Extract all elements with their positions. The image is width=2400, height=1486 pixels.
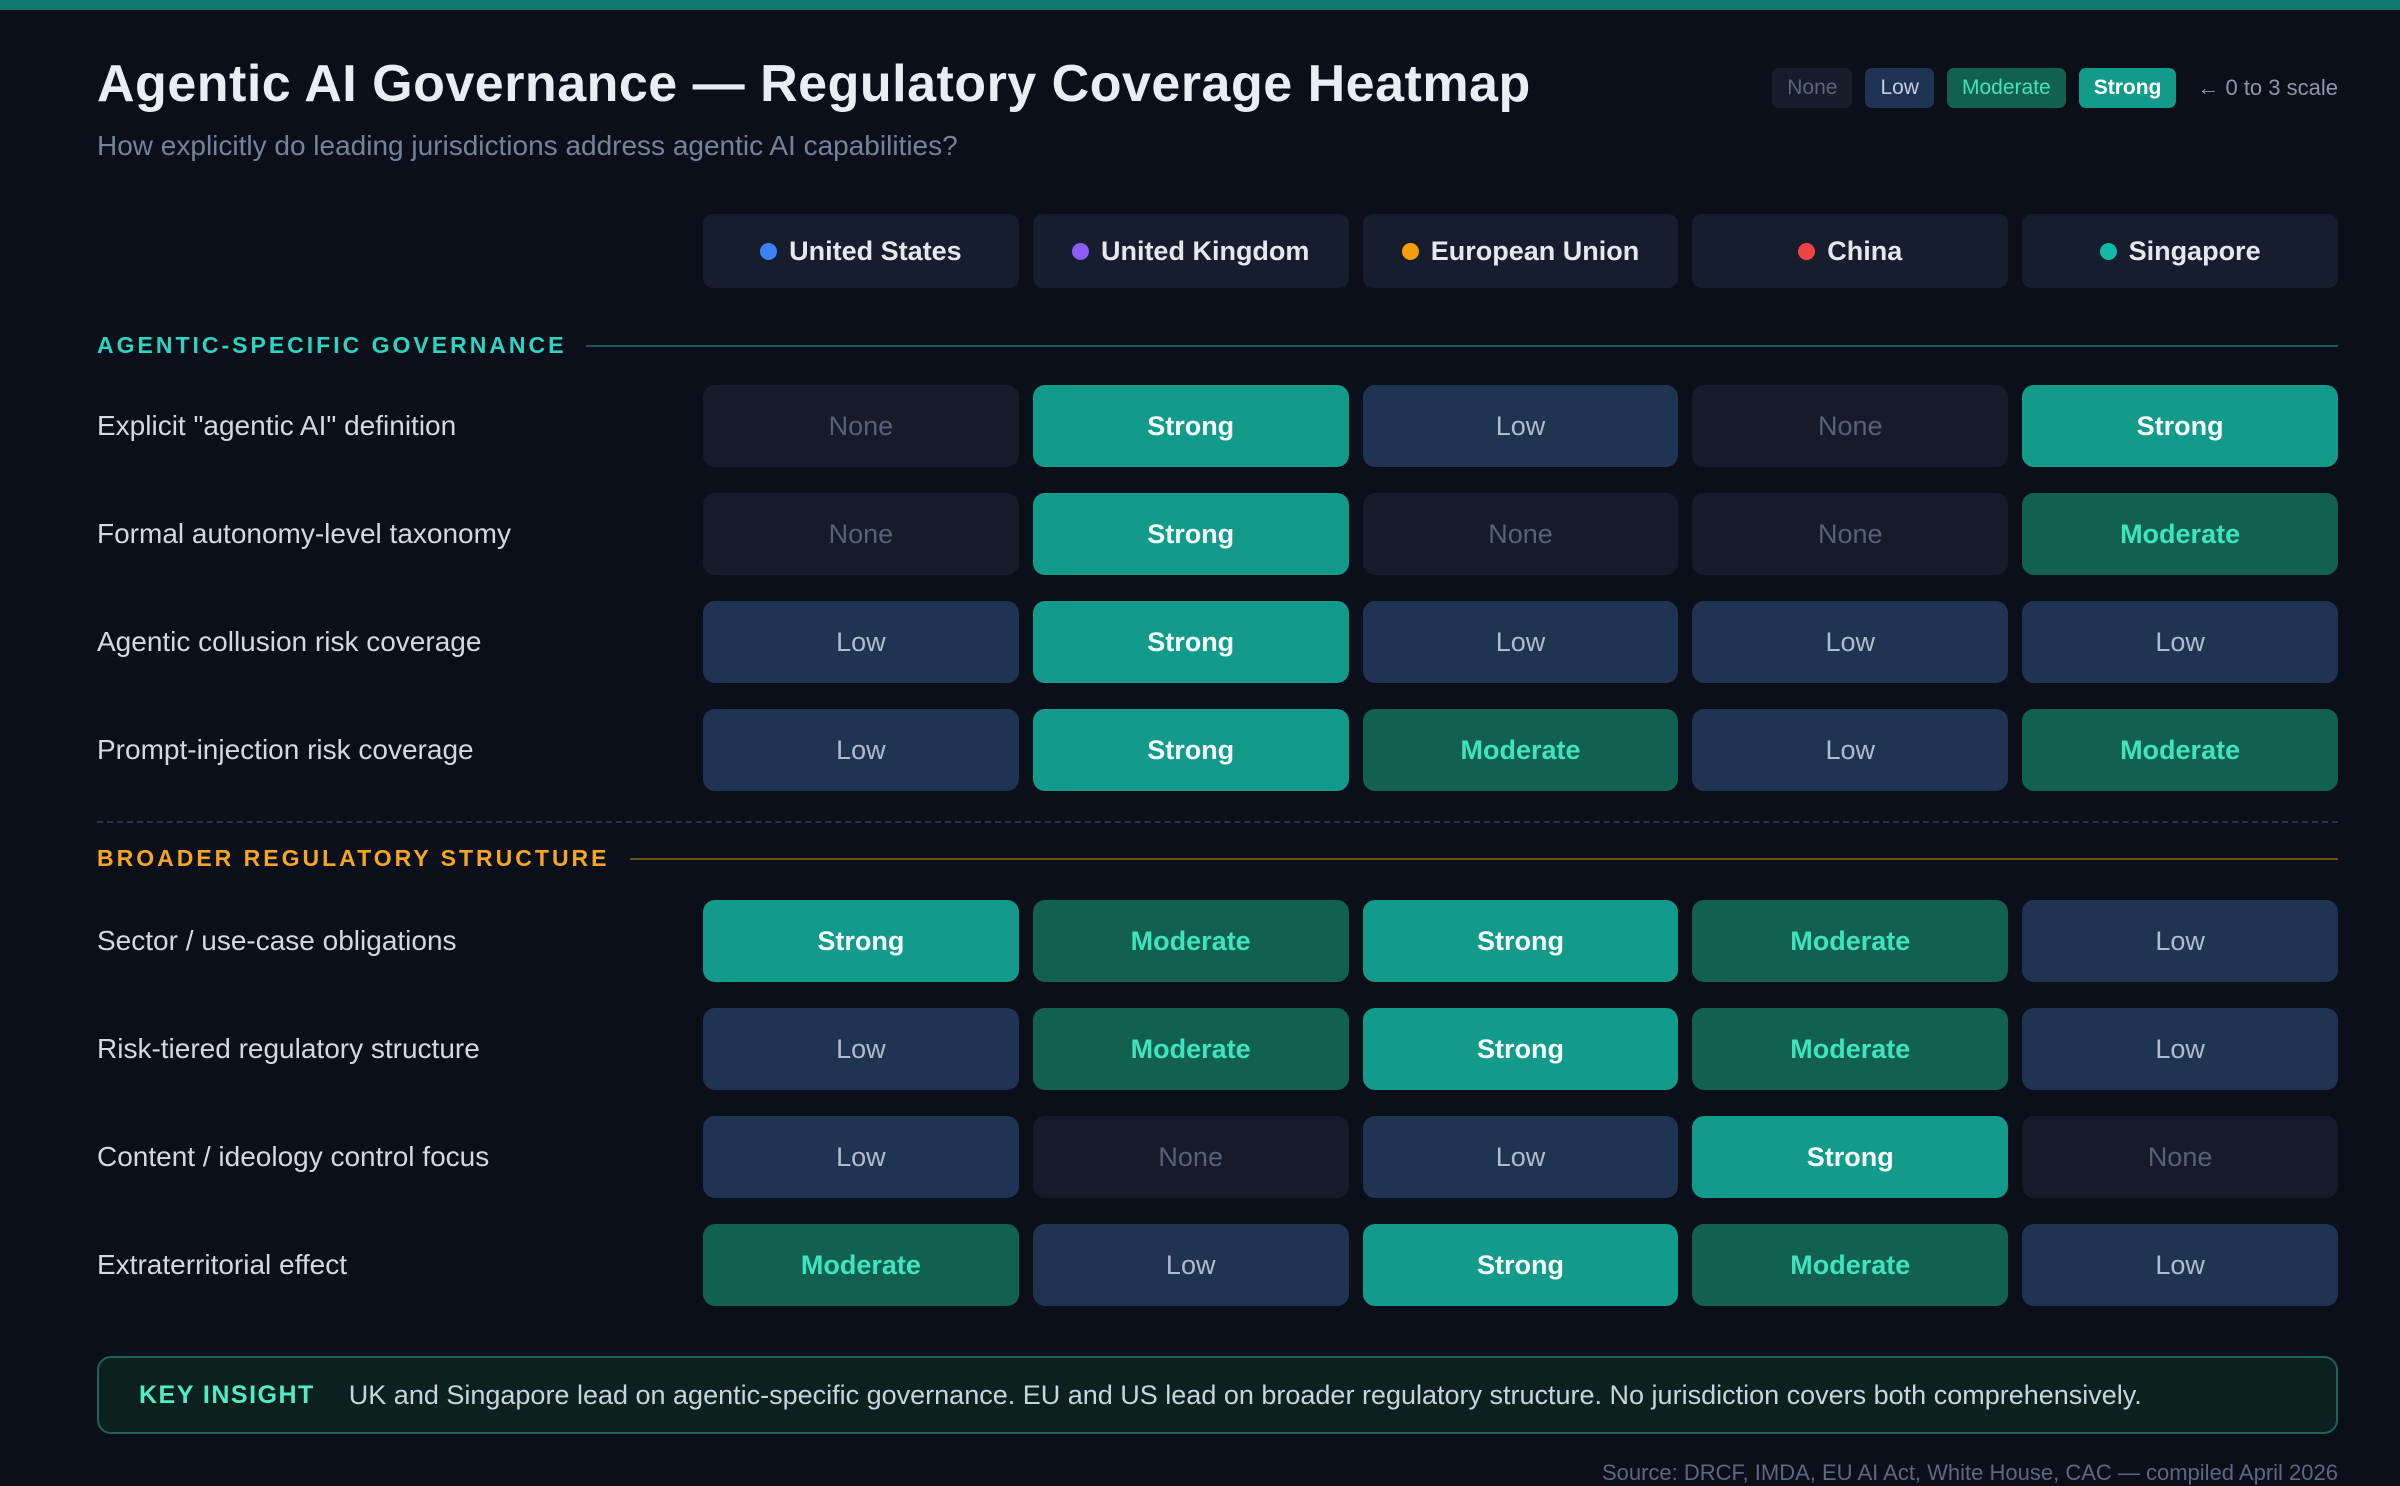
page-container: Agentic AI Governance — Regulatory Cover… [0, 54, 2400, 1486]
legend-chip-none: None [1772, 68, 1853, 108]
legend-chip-moderate: Moderate [1946, 68, 2066, 108]
row-label: Agentic collusion risk coverage [97, 626, 482, 657]
row-label: Risk-tiered regulatory structure [97, 1033, 480, 1064]
heatmap-cell-none: None [1692, 385, 2009, 467]
section-agentic-specific-governance: AGENTIC-SPECIFIC GOVERNANCE Explicit "ag… [97, 332, 2338, 791]
section-rule [586, 344, 2338, 347]
matrix-section-1: Explicit "agentic AI" definition None Stro… [97, 385, 2338, 791]
top-accent-bar [0, 0, 2400, 10]
heatmap-cell-strong: Strong [1032, 493, 1349, 575]
heatmap-cell-moderate: Moderate [1692, 1224, 2009, 1306]
row-label: Sector / use-case obligations [97, 925, 457, 956]
matrix-row: Risk-tiered regulatory structure Low Moder… [97, 1008, 2338, 1090]
heatmap-cell-low: Low [1692, 601, 2009, 683]
jurisdiction-dot-icon [1071, 242, 1089, 260]
matrix-row: Prompt-injection risk coverage Low Strong M… [97, 709, 2338, 791]
heatmap-cell-low: Low [2022, 1008, 2338, 1090]
jurisdiction-dot-icon [1401, 242, 1419, 260]
heatmap-cell-low: Low [1032, 1224, 1349, 1306]
legend-chip-low: Low [1865, 68, 1934, 108]
heatmap-cell-low: Low [703, 601, 1019, 683]
matrix-row: Sector / use-case obligations Strong Moder… [97, 900, 2338, 982]
heatmap-cell-low: Low [703, 1116, 1019, 1198]
heatmap-cell-strong: Strong [703, 900, 1019, 982]
heatmap-cell-low: Low [703, 1008, 1019, 1090]
jurisdiction-label: United Kingdom [1100, 235, 1310, 266]
heatmap-cell-strong: Strong [1032, 601, 1349, 683]
heatmap-cell-moderate: Moderate [1692, 1008, 2009, 1090]
matrix-section-2: Sector / use-case obligations Strong Moder… [97, 900, 2338, 1306]
heatmap-cell-strong: Strong [1032, 709, 1349, 791]
jurisdiction-header-united-states: United States [703, 214, 1019, 288]
heatmap-cell-strong: Strong [2022, 385, 2338, 467]
heatmap-cell-moderate: Moderate [1032, 900, 1349, 982]
section-broader-regulatory-structure: BROADER REGULATORY STRUCTURE Sector / us… [97, 845, 2338, 1306]
jurisdiction-label: China [1827, 235, 1903, 266]
jurisdiction-dot-icon [2099, 242, 2117, 260]
jurisdiction-label: Singapore [2128, 235, 2261, 266]
heatmap-cell-strong: Strong [1032, 385, 1349, 467]
heatmap-cell-strong: Strong [1362, 1224, 1679, 1306]
jurisdiction-label: United States [789, 235, 962, 266]
heatmap-cell-low: Low [2022, 900, 2338, 982]
heatmap-cell-moderate: Moderate [2022, 709, 2338, 791]
key-insight-text: UK and Singapore lead on agentic-specifi… [348, 1379, 2142, 1410]
heatmap-cell-moderate: Moderate [703, 1224, 1019, 1306]
key-insight-label: KEY INSIGHT [139, 1380, 315, 1409]
heatmap-cell-strong: Strong [1362, 1008, 1679, 1090]
section-title: AGENTIC-SPECIFIC GOVERNANCE [97, 332, 567, 358]
matrix-row: Agentic collusion risk coverage Low Strong… [97, 601, 2338, 683]
heatmap-cell-low: Low [1362, 601, 1679, 683]
row-label: Content / ideology control focus [97, 1141, 490, 1172]
row-label: Prompt-injection risk coverage [97, 734, 474, 765]
jurisdiction-header-row: United States United Kingdom European Un… [97, 214, 2338, 288]
page-header: Agentic AI Governance — Regulatory Cover… [97, 54, 2338, 162]
row-label: Formal autonomy-level taxonomy [97, 518, 511, 549]
legend: None Low Moderate Strong ← 0 to 3 scale [1772, 68, 2338, 108]
heatmap-cell-moderate: Moderate [1362, 709, 1679, 791]
title-block: Agentic AI Governance — Regulatory Cover… [97, 54, 1531, 162]
page-title: Agentic AI Governance — Regulatory Cover… [97, 55, 1531, 113]
jurisdiction-dot-icon [1798, 242, 1816, 260]
jurisdiction-header-united-kingdom: United Kingdom [1032, 214, 1349, 288]
legend-scale-note: ← 0 to 3 scale [2197, 75, 2338, 100]
heatmap-cell-none: None [703, 493, 1019, 575]
jurisdiction-dot-icon [760, 242, 778, 260]
matrix-row: Explicit "agentic AI" definition None Stro… [97, 385, 2338, 467]
jurisdiction-label: European Union [1430, 235, 1640, 266]
heatmap-cell-low: Low [1362, 385, 1679, 467]
heatmap-cell-strong: Strong [1362, 900, 1679, 982]
section-rule [629, 857, 2338, 860]
section-title: BROADER REGULATORY STRUCTURE [97, 845, 610, 871]
jurisdiction-header-european-union: European Union [1362, 214, 1679, 288]
heatmap-cell-none: None [2022, 1116, 2338, 1198]
jurisdiction-header-china: China [1692, 214, 2009, 288]
matrix-row: Content / ideology control focus Low None L… [97, 1116, 2338, 1198]
heatmap-cell-strong: Strong [1692, 1116, 2009, 1198]
heatmap-cell-low: Low [2022, 601, 2338, 683]
heatmap-cell-low: Low [1692, 709, 2009, 791]
matrix-row: Formal autonomy-level taxonomy None Strong… [97, 493, 2338, 575]
jurisdiction-header-singapore: Singapore [2022, 214, 2338, 288]
section-header: AGENTIC-SPECIFIC GOVERNANCE [97, 332, 2338, 359]
heatmap-cell-none: None [1362, 493, 1679, 575]
matrix-row: Extraterritorial effect Moderate Low Strong… [97, 1224, 2338, 1306]
legend-chip-strong: Strong [2078, 68, 2177, 108]
heatmap-cell-none: None [703, 385, 1019, 467]
section-header: BROADER REGULATORY STRUCTURE [97, 845, 2338, 872]
heatmap-cell-none: None [1032, 1116, 1349, 1198]
heatmap-cell-moderate: Moderate [2022, 493, 2338, 575]
source-attribution: Source: DRCF, IMDA, EU AI Act, White Hou… [1601, 1460, 2338, 1485]
heatmap-cell-low: Low [2022, 1224, 2338, 1306]
section-divider [97, 821, 2338, 823]
heatmap-cell-none: None [1692, 493, 2009, 575]
heatmap-cell-moderate: Moderate [1032, 1008, 1349, 1090]
row-label: Explicit "agentic AI" definition [97, 410, 457, 441]
heatmap-cell-low: Low [1362, 1116, 1679, 1198]
heatmap-cell-low: Low [703, 709, 1019, 791]
row-label: Extraterritorial effect [97, 1249, 348, 1280]
heatmap-cell-moderate: Moderate [1692, 900, 2009, 982]
page-subtitle: How explicitly do leading jurisdictions … [97, 130, 958, 161]
key-insight-box: KEY INSIGHT UK and Singapore lead on age… [97, 1356, 2338, 1434]
